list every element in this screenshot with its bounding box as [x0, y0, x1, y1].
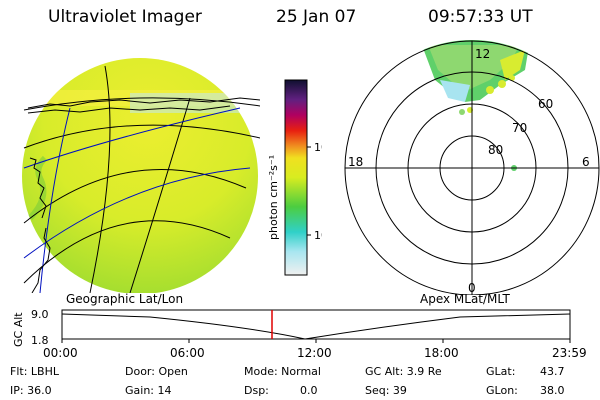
colorbar: 100 10 photon cm⁻²s⁻¹ — [267, 79, 322, 276]
filter-info: Flt: LBHL — [10, 365, 59, 378]
mode-info: Mode: Normal — [244, 365, 321, 378]
altitude-ylabel: GC Alt — [12, 312, 25, 347]
gain-info: Gain: 14 — [125, 384, 172, 397]
gc-alt-info: GC Alt: 3.9 Re — [365, 365, 442, 378]
altitude-curve — [61, 313, 571, 340]
mlt-label-6: 6 — [582, 155, 590, 169]
mlt-label-0: 0 — [468, 281, 476, 295]
geographic-image — [22, 58, 260, 293]
altitude-ytick-1.8: 1.8 — [31, 334, 49, 347]
instrument-title: Ultraviolet Imager — [48, 7, 202, 27]
glat-label: GLat: — [486, 365, 516, 378]
dsp-label: Dsp: — [244, 384, 269, 397]
altitude-frame — [61, 309, 571, 340]
polar-aurora-data — [420, 40, 530, 171]
mlt-label-18: 18 — [348, 155, 363, 169]
magnetic-grid — [23, 107, 251, 293]
colorbar-tick-100: 100 — [314, 141, 322, 154]
ip-info: IP: 36.0 — [10, 384, 52, 397]
door-info: Door: Open — [125, 365, 188, 378]
polar-plot: 12 18 6 0 60 70 80 — [344, 40, 600, 295]
apex-caption: Apex MLat/MLT — [420, 292, 510, 306]
lat-label-60: 60 — [538, 97, 553, 111]
time-tick-2359: 23:59 — [552, 346, 587, 360]
geographic-caption: Geographic Lat/Lon — [66, 292, 184, 306]
coastlines — [27, 97, 260, 293]
time-tick-1200: 12:00 — [297, 346, 332, 360]
time-tick-0600: 06:00 — [170, 346, 205, 360]
mlt-label-12: 12 — [475, 47, 490, 61]
dsp-value: 0.0 — [300, 384, 318, 397]
glat-value: 43.7 — [540, 365, 565, 378]
altitude-xticks — [61, 339, 571, 343]
colorbar-scale — [284, 79, 308, 276]
glon-value: 38.0 — [540, 384, 565, 397]
polar-grid — [344, 40, 600, 295]
uv-disk — [22, 58, 258, 293]
time-tick-1800: 18:00 — [424, 346, 459, 360]
glon-label: GLon: — [486, 384, 518, 397]
lat-label-70: 70 — [512, 121, 527, 135]
altitude-chart: GC Alt 9.0 1.8 — [12, 308, 571, 347]
altitude-ytick-9: 9.0 — [31, 308, 49, 321]
time-tick-0000: 00:00 — [43, 346, 78, 360]
date-label: 25 Jan 07 — [276, 7, 357, 27]
colorbar-tick-10: 10 — [314, 229, 322, 242]
time-label: 09:57:33 UT — [428, 7, 533, 27]
lat-label-80: 80 — [488, 143, 503, 157]
colorbar-unit-label: photon cm⁻²s⁻¹ — [267, 155, 280, 240]
seq-info: Seq: 39 — [365, 384, 407, 397]
